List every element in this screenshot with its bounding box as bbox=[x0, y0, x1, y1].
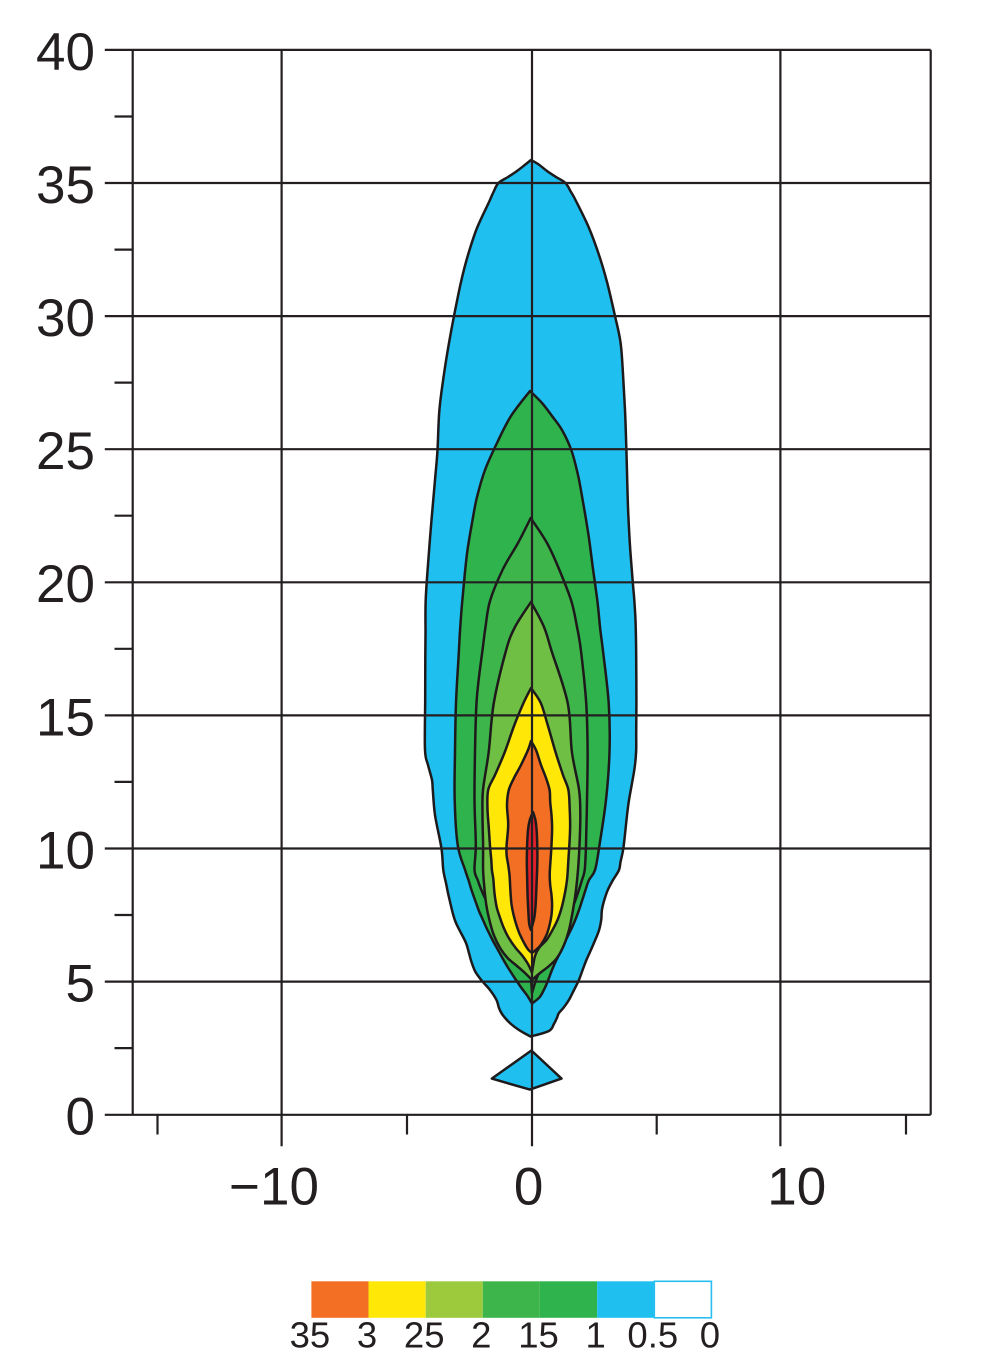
svg-text:25: 25 bbox=[404, 1315, 445, 1356]
svg-text:10: 10 bbox=[767, 1158, 826, 1217]
svg-text:15: 15 bbox=[518, 1315, 559, 1356]
svg-text:0: 0 bbox=[514, 1158, 543, 1217]
svg-text:−10: −10 bbox=[229, 1158, 319, 1217]
svg-text:40: 40 bbox=[36, 23, 95, 82]
svg-text:30: 30 bbox=[36, 289, 95, 348]
svg-text:15: 15 bbox=[36, 688, 95, 747]
svg-text:20: 20 bbox=[36, 555, 95, 614]
svg-text:2: 2 bbox=[471, 1315, 491, 1356]
svg-text:5: 5 bbox=[66, 955, 95, 1014]
svg-text:10: 10 bbox=[36, 821, 95, 880]
svg-text:0.5: 0.5 bbox=[627, 1315, 678, 1356]
svg-text:35: 35 bbox=[290, 1315, 331, 1356]
svg-text:3: 3 bbox=[357, 1315, 377, 1356]
svg-text:0: 0 bbox=[700, 1315, 720, 1356]
svg-text:25: 25 bbox=[36, 422, 95, 481]
svg-text:0: 0 bbox=[66, 1088, 95, 1147]
svg-text:1: 1 bbox=[585, 1315, 605, 1356]
svg-text:35: 35 bbox=[36, 156, 95, 215]
